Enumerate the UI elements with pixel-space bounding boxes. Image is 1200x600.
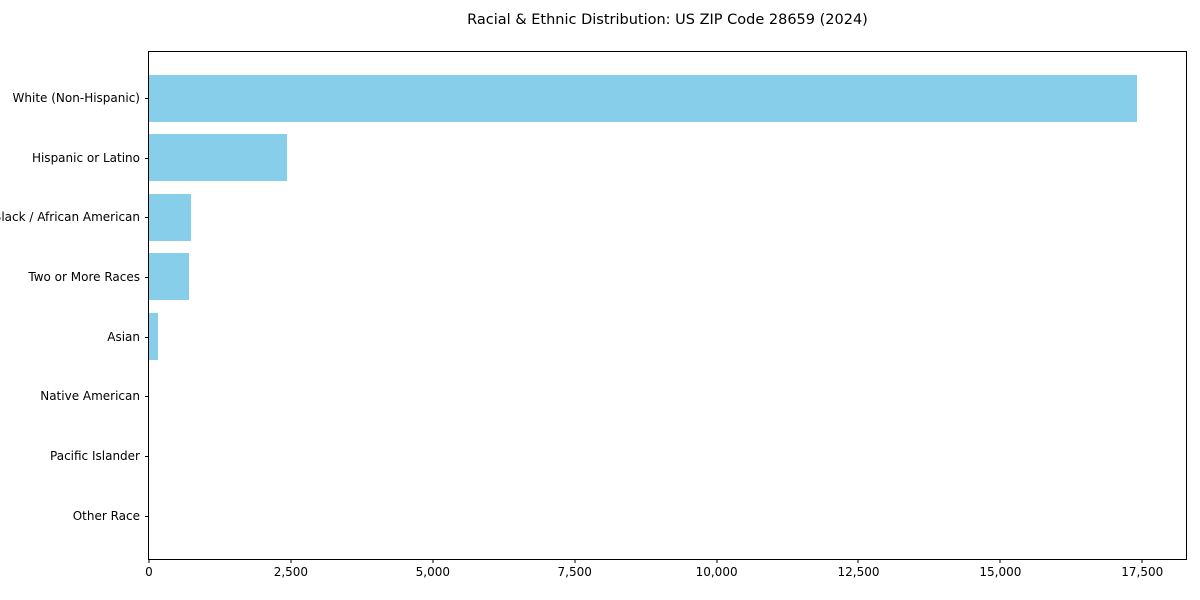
x-tick	[290, 559, 292, 563]
bar	[149, 193, 191, 241]
x-tick-label: 0	[145, 565, 153, 579]
y-tick	[145, 515, 149, 517]
y-axis-label: White (Non-Hispanic)	[12, 91, 140, 105]
y-axis-label: Hispanic or Latino	[31, 150, 140, 165]
x-tick	[574, 559, 576, 563]
y-tick	[145, 157, 149, 159]
x-tick-label: 17,500	[1121, 565, 1164, 579]
plot-area: White (Non-Hispanic) Hispanic or Latino Bl…	[0, 51, 1187, 579]
x-tick-label: 15,000	[979, 565, 1022, 579]
y-tick	[145, 455, 149, 457]
chart-title: Racial & Ethnic Distribution: US ZIP Cod…	[467, 12, 868, 28]
bar	[149, 134, 287, 182]
x-tick	[716, 559, 718, 563]
y-tick	[145, 396, 149, 398]
x-tick-label: 2,500	[273, 565, 309, 579]
y-tick	[145, 276, 149, 278]
x-tick	[857, 559, 859, 563]
y-tick	[145, 98, 149, 99]
x-tick-label: 5,000	[415, 565, 450, 579]
x-tick-label: 10,000	[695, 565, 738, 579]
y-axis-label: Asian	[107, 329, 140, 344]
x-tick	[432, 559, 434, 563]
x-tick	[1141, 559, 1143, 563]
y-axis-label: Pacific Islander	[50, 448, 140, 463]
x-tick-label: 7,500	[557, 565, 592, 579]
x-tick-label: 12,500	[837, 565, 880, 579]
y-axis-label: Other Race	[72, 508, 140, 523]
y-axis-label: Two or More Races	[28, 269, 140, 284]
bar	[149, 253, 189, 301]
y-axis-label: Native American	[40, 389, 140, 404]
y-tick	[145, 336, 149, 338]
y-axis-label: Black / African American	[0, 210, 140, 225]
bar	[149, 313, 159, 361]
bar	[149, 74, 1137, 122]
x-tick	[148, 559, 150, 563]
y-tick	[145, 217, 149, 219]
x-tick	[999, 559, 1001, 563]
